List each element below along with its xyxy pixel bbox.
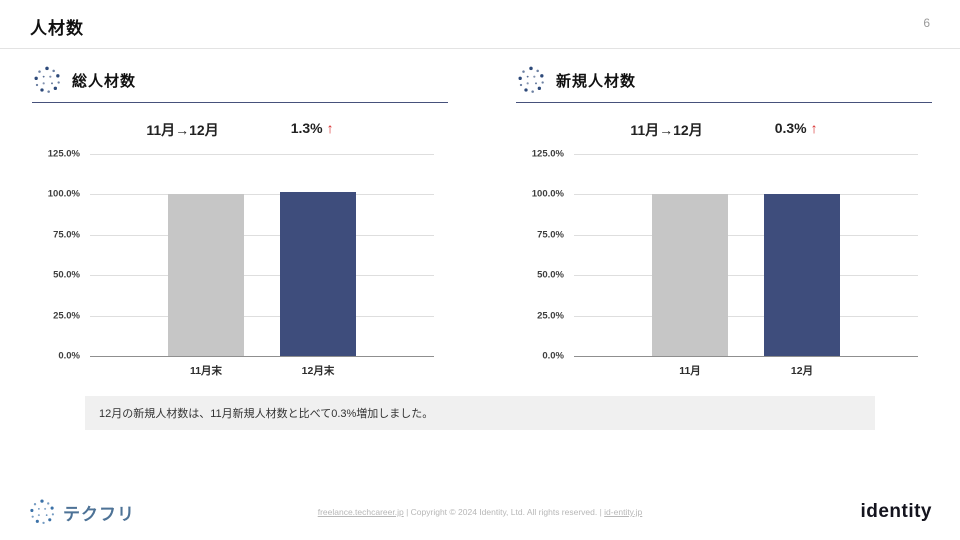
panel-underline [32, 102, 448, 103]
gridline [574, 315, 918, 317]
gridline [574, 194, 918, 196]
footer-link-techcareer[interactable]: freelance.techcareer.jp [317, 507, 404, 517]
bar-12月 [764, 193, 840, 356]
y-axis-tick: 25.0% [537, 310, 564, 322]
period-label: 11月→12月 [630, 122, 703, 138]
x-axis-label: 12月 [790, 365, 814, 377]
page-number: 6 [923, 16, 930, 30]
gridline [90, 315, 434, 317]
up-arrow-icon: ↑ [326, 120, 334, 136]
footer-copyright: | Copyright © 2024 Identity, Ltd. All ri… [403, 507, 605, 517]
plot-area: 125.0% 100.0% 75.0% 50.0% 25.0% 0.0% [532, 149, 918, 362]
panel-total-talent: 総人材数 11月→12月 1.3% ↑ 125.0% 100.0% 75.0% 50.… [32, 63, 448, 378]
slide-footer: テクフリ freelance.techcareer.jp | Copyright… [0, 496, 960, 528]
footer-credits: freelance.techcareer.jp | Copyright © 20… [0, 507, 960, 517]
change-percent: 0.3% [774, 120, 807, 136]
x-axis-label: 12月末 [301, 365, 335, 377]
slide-header: 人材数 6 [0, 0, 960, 49]
panel-underline [516, 102, 932, 103]
panel-header: 新規人材数 [516, 63, 932, 97]
x-axis-label: 11月 [679, 365, 701, 377]
y-axis-tick: 0.0% [542, 350, 564, 362]
techfree-wordmark: テクフリ [63, 504, 135, 524]
panel-new-talent: 新規人材数 11月→12月 0.3% ↑ 125.0% 100.0% 75.0% 50… [516, 63, 932, 378]
panel-title: 総人材数 [72, 72, 137, 90]
up-arrow-icon: ↑ [810, 120, 818, 136]
dots-logo-icon [516, 65, 546, 95]
x-axis-label: 11月末 [189, 365, 223, 377]
change-value: 0.3% ↑ [775, 120, 818, 140]
y-axis-tick: 50.0% [53, 269, 80, 281]
gridline [90, 194, 434, 196]
gridline [90, 275, 434, 277]
y-axis-tick: 125.0% [47, 148, 80, 160]
dots-logo-icon [32, 65, 62, 95]
bar-chart-new-talent: 125.0% 100.0% 75.0% 50.0% 25.0% 0.0% 11月 12月 [516, 149, 932, 378]
plot-area: 125.0% 100.0% 75.0% 50.0% 25.0% 0.0% [48, 149, 434, 362]
x-axis-labels: 11月末 12月末 [90, 363, 434, 378]
change-value: 1.3% ↑ [291, 120, 334, 140]
y-axis-tick: 100.0% [531, 188, 564, 200]
bars-group [574, 154, 918, 356]
y-axis-tick: 100.0% [47, 188, 80, 200]
y-axis-tick: 125.0% [531, 148, 564, 160]
y-axis-tick: 75.0% [53, 229, 80, 241]
gridline [574, 154, 918, 155]
gridline [90, 234, 434, 236]
footer-link-identity[interactable]: id-entity.jp [604, 507, 643, 517]
change-percent: 1.3% [290, 120, 323, 136]
charts-row: 総人材数 11月→12月 1.3% ↑ 125.0% 100.0% 75.0% 50.… [0, 49, 960, 378]
panel-header: 総人材数 [32, 63, 448, 97]
y-axis-tick: 50.0% [537, 269, 564, 281]
page-title: 人材数 [30, 19, 84, 38]
note-box: 12月の新規人材数は、11月新規人材数と比べて0.3%増加しました。 [85, 396, 875, 430]
panel-title: 新規人材数 [556, 72, 637, 90]
identity-logo: identity [860, 501, 932, 522]
change-summary: 11月→12月 0.3% ↑ [516, 120, 932, 140]
bars-group [90, 154, 434, 356]
bar-11月末 [168, 194, 244, 356]
y-axis-tick: 25.0% [53, 310, 80, 322]
gridline [90, 154, 434, 155]
y-axis-tick: 0.0% [58, 350, 80, 362]
period-label: 11月→12月 [146, 122, 219, 138]
bar-12月末 [280, 192, 356, 356]
bar-chart-total-talent: 125.0% 100.0% 75.0% 50.0% 25.0% 0.0% 11月末 12月末 [32, 149, 448, 378]
change-summary: 11月→12月 1.3% ↑ [32, 120, 448, 140]
y-axis-tick: 75.0% [537, 229, 564, 241]
gridline [574, 275, 918, 277]
x-axis-labels: 11月 12月 [574, 363, 918, 378]
note-text: 12月の新規人材数は、11月新規人材数と比べて0.3%増加しました。 [99, 408, 434, 420]
gridline [574, 234, 918, 236]
dots-logo-icon [28, 498, 56, 526]
techfree-logo: テクフリ [28, 498, 135, 526]
bar-11月 [652, 194, 728, 356]
